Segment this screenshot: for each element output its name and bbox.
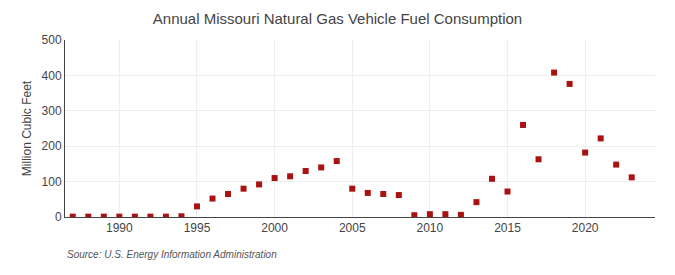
svg-text:2005: 2005 [339,221,366,235]
svg-text:Annual Missouri Natural Gas Ve: Annual Missouri Natural Gas Vehicle Fuel… [153,10,522,27]
svg-text:1990: 1990 [106,221,133,235]
svg-text:300: 300 [42,104,62,118]
svg-text:Million Cubic Feet: Million Cubic Feet [20,80,34,176]
svg-text:2015: 2015 [494,221,521,235]
svg-text:0: 0 [55,210,62,224]
svg-text:2000: 2000 [261,221,288,235]
svg-text:100: 100 [42,175,62,189]
svg-text:200: 200 [42,139,62,153]
svg-text:400: 400 [42,69,62,83]
svg-text:Source: U.S. Energy Informatio: Source: U.S. Energy Information Administ… [67,249,277,260]
svg-text:2020: 2020 [572,221,599,235]
svg-text:2010: 2010 [417,221,444,235]
svg-text:500: 500 [42,33,62,47]
svg-text:1995: 1995 [184,221,211,235]
